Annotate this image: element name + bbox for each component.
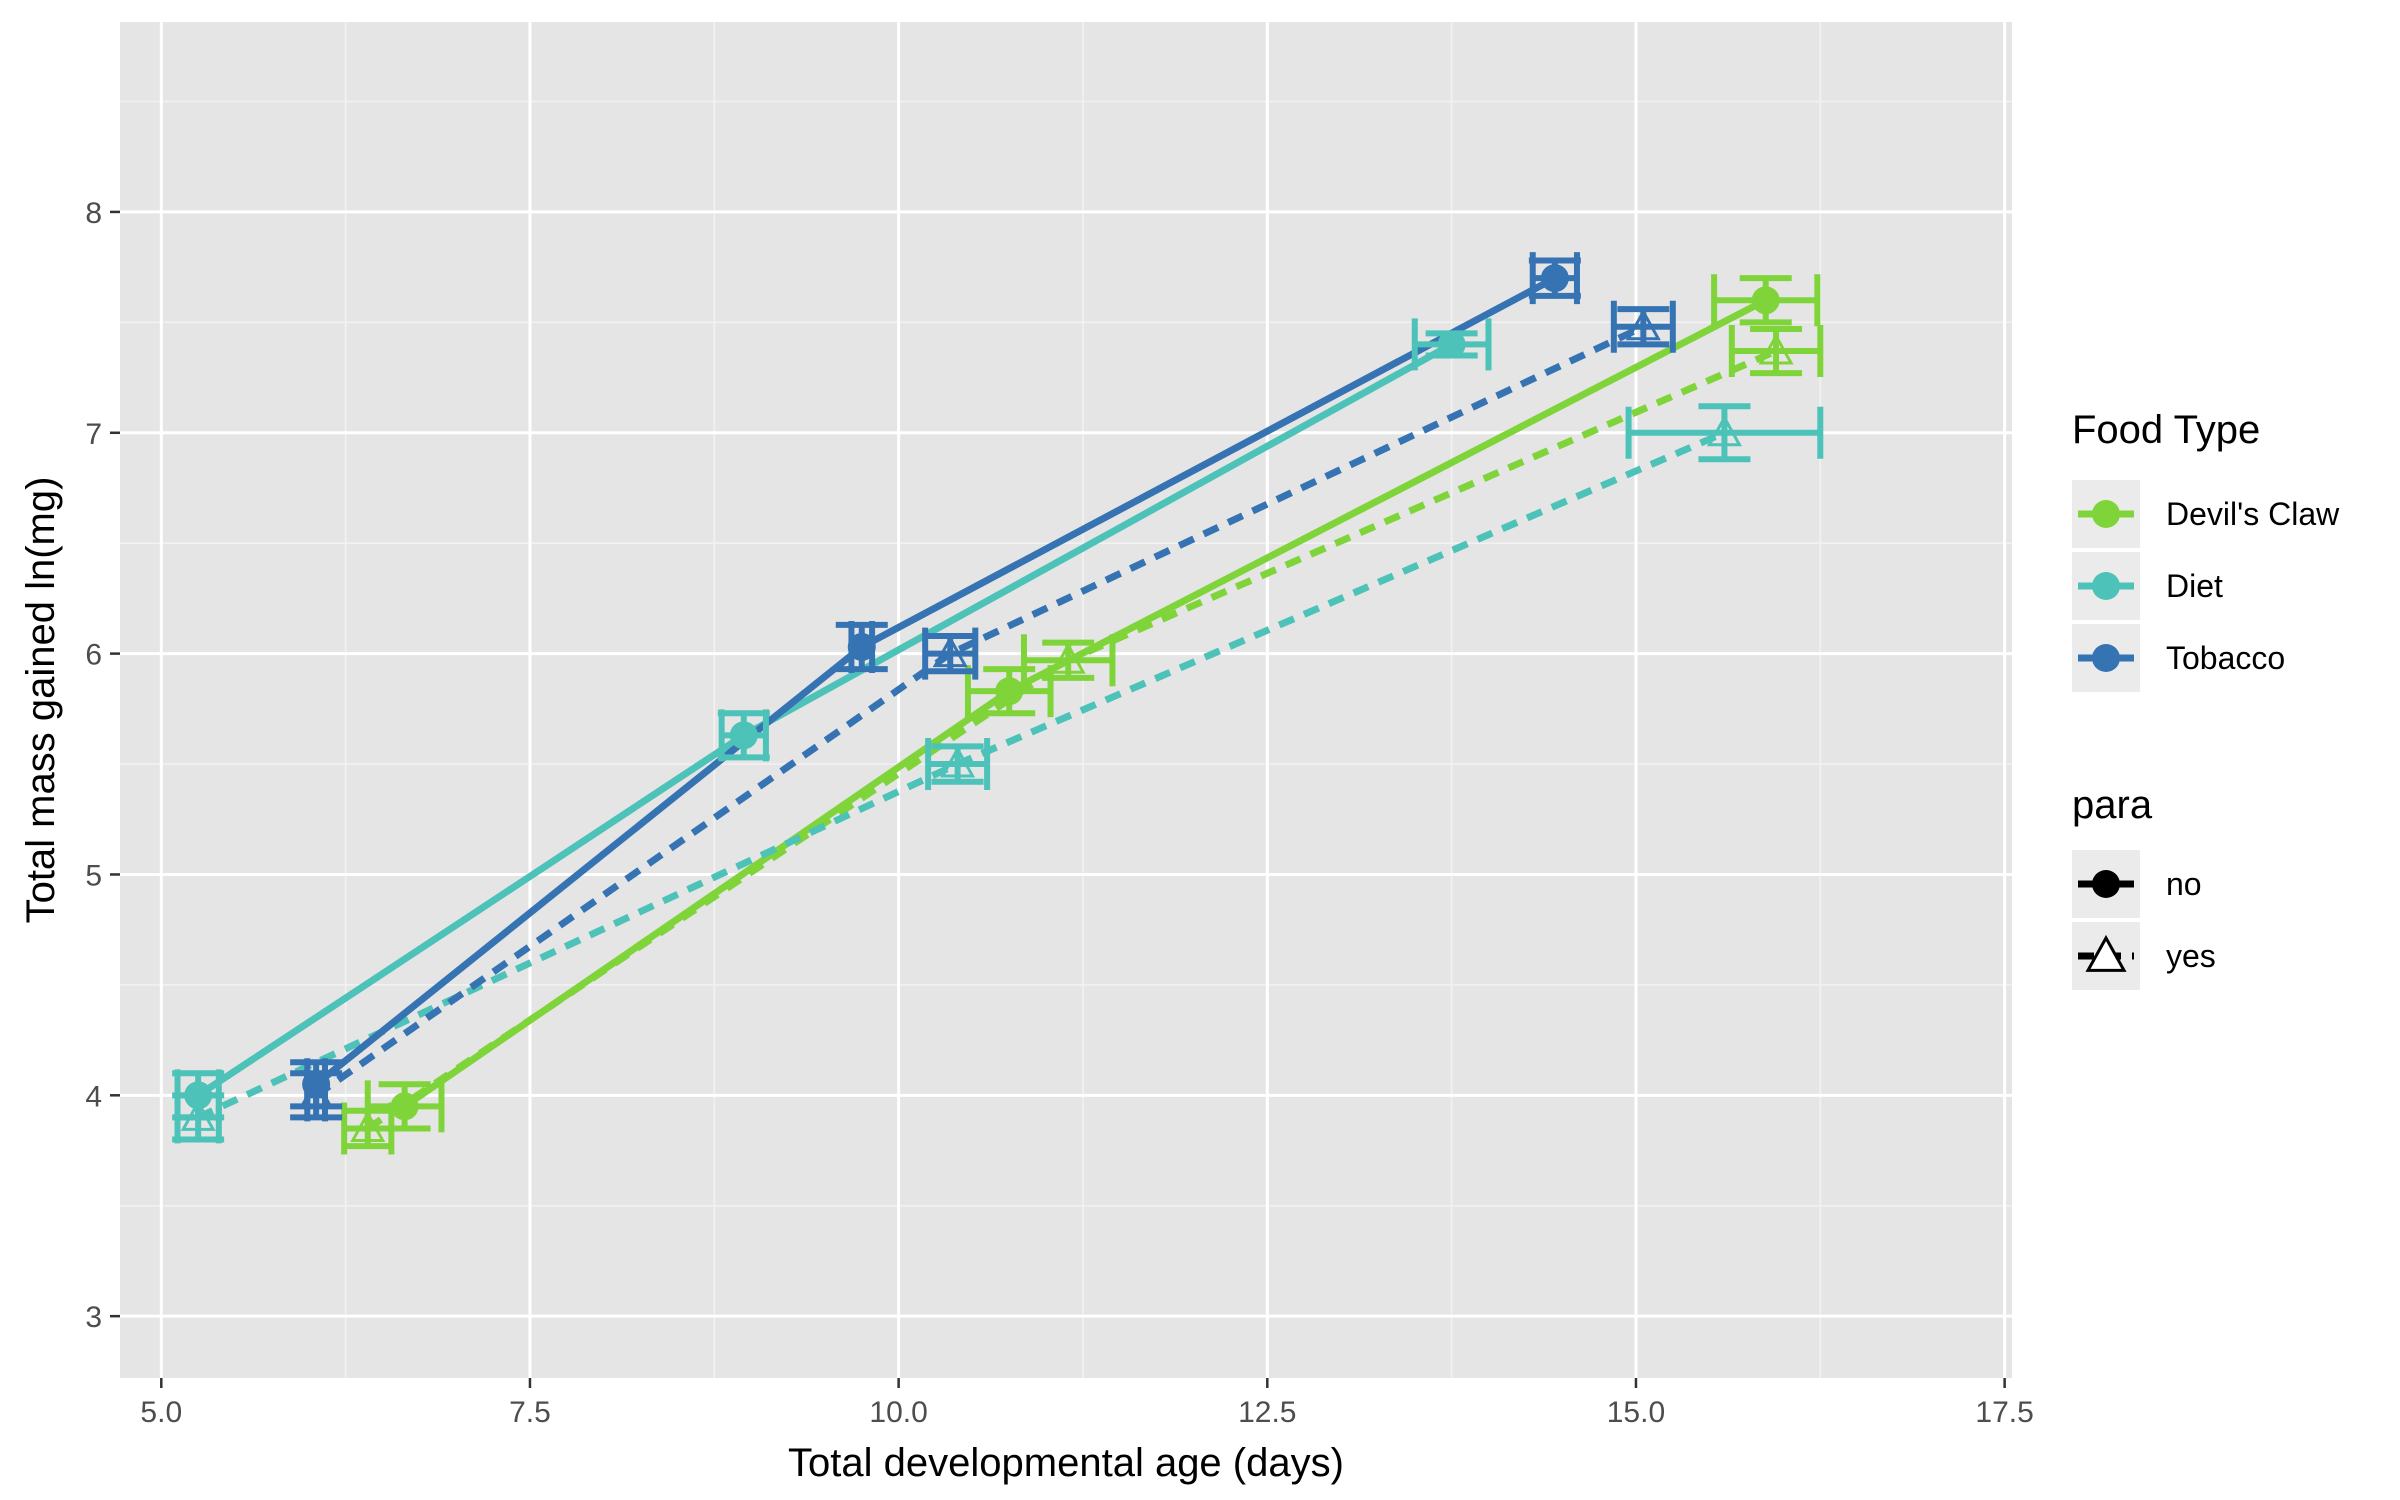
- legend-para: no yes: [2072, 850, 2216, 990]
- x-tick-label: 7.5: [509, 1396, 551, 1429]
- y-tick-label: 8: [85, 197, 102, 230]
- tobacco-no-point-2: [1541, 264, 1569, 292]
- legend-key-marker: [2092, 644, 2120, 672]
- tobacco-yes-errorbar-2: [1614, 301, 1673, 353]
- legend-para-title: para: [2072, 783, 2153, 827]
- devil-s-claw-no-point-1: [995, 677, 1023, 705]
- x-tick-label: 10.0: [869, 1396, 927, 1429]
- legend-para-label: no: [2166, 866, 2202, 902]
- plot-panel: [120, 22, 2012, 1378]
- diet-yes-errorbar-1: [928, 738, 987, 790]
- x-tick-label: 15.0: [1607, 1396, 1665, 1429]
- legend-food-item-devil-s-claw: Devil's Claw: [2072, 480, 2340, 548]
- legend-para-item-yes: yes: [2072, 922, 2216, 990]
- tobacco-no-point-1: [848, 633, 876, 661]
- x-tick-label: 5.0: [140, 1396, 182, 1429]
- x-axis-title: Total developmental age (days): [788, 1441, 1344, 1485]
- y-tick-label: 7: [85, 418, 102, 451]
- legend-food-label: Devil's Claw: [2166, 496, 2340, 532]
- y-tick-label: 5: [85, 859, 102, 892]
- diet-no-point-1: [730, 721, 758, 749]
- y-axis-title: Total mass gained ln(mg): [19, 477, 63, 924]
- x-tick-label: 17.5: [1975, 1396, 2033, 1429]
- tobacco-yes-errorbar-1: [924, 628, 976, 680]
- devil-s-claw-yes-errorbar-0: [342, 1102, 394, 1154]
- x-tick-label: 12.5: [1238, 1396, 1296, 1429]
- legend-food-item-diet: Diet: [2072, 552, 2223, 620]
- legend-para-label: yes: [2166, 938, 2216, 974]
- y-tick-labels: 3 4 5 6 7 8: [85, 197, 102, 1334]
- y-tick-label: 3: [85, 1301, 102, 1334]
- y-tick-label: 4: [85, 1080, 102, 1113]
- legend-key-marker: [2092, 500, 2120, 528]
- legend-food: Devil's Claw Diet Tobacco: [2072, 480, 2340, 692]
- y-tick-label: 6: [85, 639, 102, 672]
- legend-key-marker: [2092, 870, 2120, 898]
- legend-food-title: Food Type: [2072, 408, 2260, 452]
- legend-para-item-no: no: [2072, 850, 2202, 918]
- legend-food-label: Tobacco: [2166, 640, 2285, 676]
- x-tick-labels: 5.0 7.5 10.0 12.5 15.0 17.5: [140, 1396, 2033, 1429]
- legend-food-item-tobacco: Tobacco: [2072, 624, 2285, 692]
- devil-s-claw-no-point-2: [1752, 286, 1780, 314]
- devil-s-claw-no-point-0: [391, 1092, 419, 1120]
- diet-no-point-2: [1438, 330, 1466, 358]
- legend-key-marker: [2092, 572, 2120, 600]
- tobacco-no-point-0: [302, 1070, 330, 1098]
- legend-food-label: Diet: [2166, 568, 2223, 604]
